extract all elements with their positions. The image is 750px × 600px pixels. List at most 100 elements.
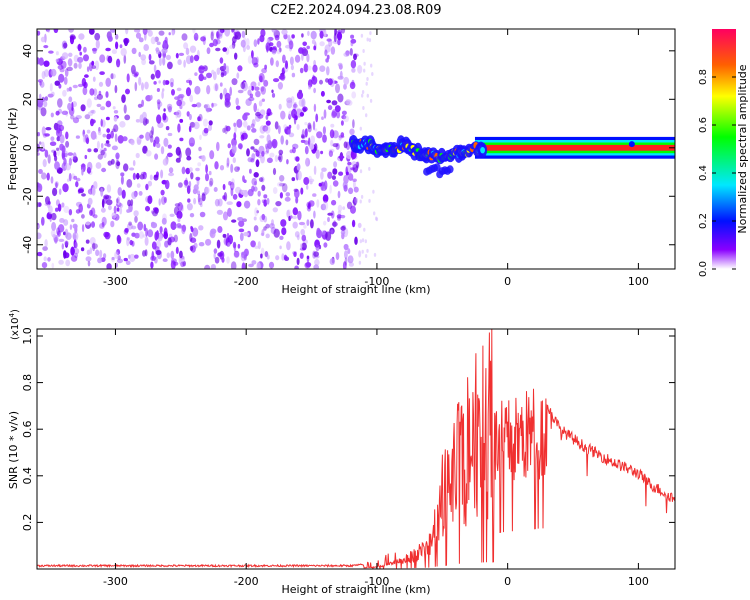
noise-speckle (345, 50, 350, 56)
noise-speckle (90, 130, 97, 140)
noise-speckle (222, 127, 226, 133)
noise-speckle (133, 210, 139, 217)
noise-speckle (212, 71, 217, 81)
noise-speckle (194, 85, 201, 95)
noise-speckle (168, 167, 174, 174)
noise-speckle (283, 254, 288, 261)
colorbar-gradient (712, 29, 736, 269)
noise-speckle (315, 244, 320, 251)
noise-speckle (349, 255, 354, 262)
noise-speckle (279, 245, 282, 250)
noise-speckle (158, 198, 161, 206)
noise-speckle (229, 44, 235, 50)
noise-speckle (249, 93, 254, 98)
noise-speckle (212, 38, 218, 47)
noise-speckle (55, 207, 59, 212)
noise-speckle (313, 251, 319, 257)
noise-speckle (188, 167, 193, 173)
noise-speckle (195, 167, 200, 172)
noise-speckle (330, 46, 336, 55)
noise-speckle (132, 172, 136, 180)
noise-speckle (112, 106, 116, 110)
noise-speckle (139, 114, 144, 124)
noise-speckle (77, 56, 84, 63)
noise-speckle (171, 31, 175, 36)
noise-speckle (39, 81, 42, 86)
noise-speckle (37, 57, 41, 65)
noise-speckle (327, 105, 333, 111)
noise-speckle (48, 205, 53, 215)
noise-speckle (273, 228, 280, 238)
noise-speckle (203, 76, 207, 80)
noise-speckle (201, 155, 206, 162)
noise-speckle (84, 114, 91, 120)
noise-speckle (51, 262, 55, 269)
noise-speckle (137, 103, 143, 108)
noise-speckle (307, 124, 312, 133)
noise-speckle (332, 40, 339, 45)
noise-speckle (216, 239, 221, 249)
noise-speckle (78, 33, 85, 40)
noise-speckle (266, 197, 270, 205)
noise-speckle (203, 118, 208, 127)
noise-speckle (235, 97, 239, 106)
noise-speckle (123, 163, 129, 172)
noise-speckle (205, 164, 209, 174)
noise-speckle (100, 118, 103, 127)
noise-speckle (57, 224, 65, 233)
noise-speckle (215, 47, 221, 52)
colorbar-tick-label: 0.2 (698, 213, 709, 229)
noise-speckle (125, 29, 129, 35)
noise-speckle (143, 223, 147, 232)
noise-speckle (271, 138, 278, 149)
noise-speckle (320, 150, 324, 155)
noise-speckle (227, 143, 231, 149)
noise-speckle (304, 146, 309, 155)
noise-speckle (254, 86, 260, 91)
noise-speckle (167, 106, 172, 113)
noise-speckle (312, 193, 317, 197)
noise-speckle (296, 91, 304, 100)
noise-speckle (109, 29, 117, 33)
noise-speckle (38, 169, 43, 174)
noise-speckle (354, 236, 358, 245)
noise-speckle (373, 252, 377, 257)
noise-speckle (131, 225, 137, 230)
noise-speckle (126, 209, 131, 213)
noise-speckle (64, 68, 69, 77)
colorbar-tick-label: 0.0 (698, 261, 709, 277)
y-tick-label: -20 (21, 187, 34, 205)
noise-speckle (155, 250, 162, 256)
noise-speckle (77, 83, 84, 88)
noise-speckle (193, 197, 197, 205)
noise-speckle (93, 181, 98, 190)
noise-speckle (291, 34, 295, 39)
noise-speckle (320, 90, 325, 97)
noise-speckle (91, 109, 96, 114)
noise-speckle (83, 46, 87, 53)
noise-speckle (44, 149, 49, 158)
noise-speckle (301, 135, 306, 139)
noise-speckle (305, 157, 309, 167)
noise-speckle (44, 96, 49, 101)
noise-speckle (91, 221, 95, 228)
noise-speckle (313, 264, 319, 269)
noise-speckle (147, 180, 153, 187)
noise-speckle (186, 79, 191, 84)
noise-speckle (51, 221, 57, 231)
noise-speckle (105, 47, 111, 52)
noise-speckle (314, 128, 318, 132)
noise-speckle (101, 198, 105, 208)
noise-speckle (209, 42, 214, 48)
noise-speckle (178, 150, 182, 160)
noise-speckle (247, 55, 253, 64)
noise-speckle (366, 37, 369, 42)
noise-speckle (145, 131, 151, 141)
noise-speckle (313, 87, 316, 94)
noise-speckle (120, 48, 127, 57)
noise-speckle (299, 67, 304, 74)
noise-speckle (87, 197, 93, 206)
noise-speckle (366, 77, 369, 81)
noise-speckle (164, 80, 170, 85)
noise-speckle (359, 199, 362, 204)
